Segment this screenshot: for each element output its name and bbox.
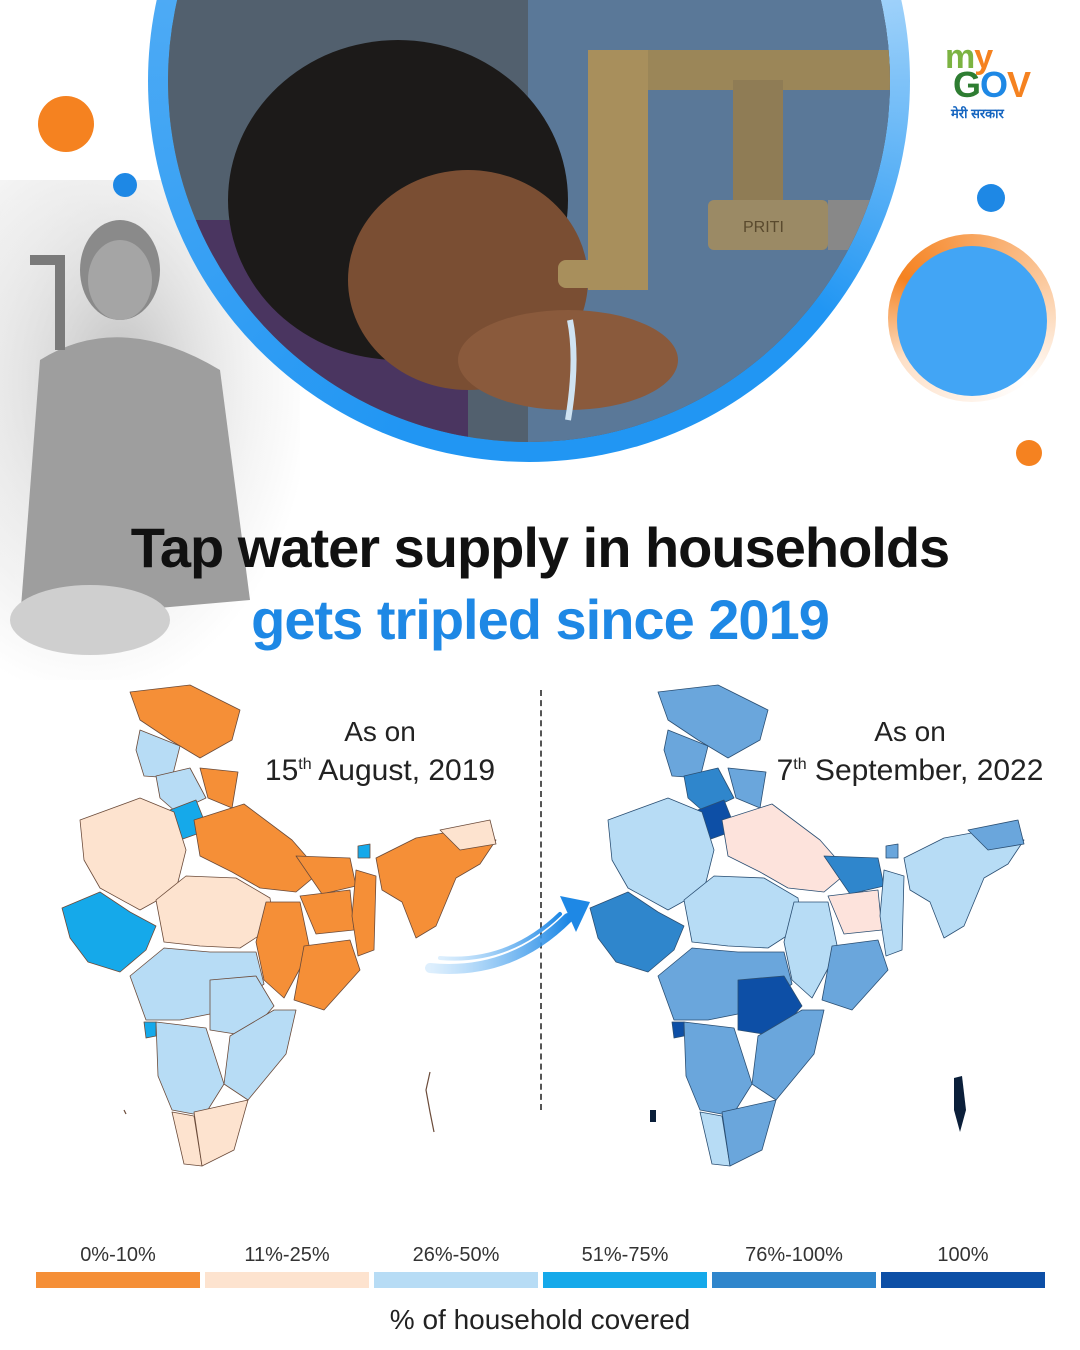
region-tamilnadu-2019 [193,1099,249,1167]
legend-label: 51%-75% [581,1244,669,1266]
islands-lakshadweep-2022 [650,1110,656,1122]
region-karnataka-2019 [155,1021,225,1117]
legend-swatch [205,1272,369,1288]
mygov-logo[interactable]: my GOV मेरी सरकार [945,38,1055,128]
date-suffix-2022: th [793,756,807,773]
legend-swatch [712,1272,876,1288]
decor-dot-orange-small [1016,440,1042,466]
region-odisha-2022 [821,939,889,1011]
date-day-2022: 7 [776,754,794,787]
headline: Tap water supply in households gets trip… [0,516,1080,652]
legend-swatch [881,1272,1045,1288]
legend-item: 11%-25% [205,1242,369,1288]
islands-andaman-2019 [425,1071,435,1133]
region-odisha-2019 [293,939,361,1011]
date-rest-2022: September, 2022 [806,754,1044,787]
region-mp-2019 [155,875,275,949]
legend-swatch [36,1272,200,1288]
decor-dot-orange [38,96,94,152]
headline-line-2: gets tripled since 2019 [251,588,830,651]
date-label-2019: As on 15th August, 2019 [240,716,520,788]
logo-subtitle: मेरी सरकार [951,106,1004,121]
legend-item: 51%-75% [543,1242,707,1288]
region-westbengal-2022 [879,869,905,957]
date-label-2022: As on 7th September, 2022 [760,716,1060,788]
legend-swatch [543,1272,707,1288]
child-drinking-photo: PRITI [168,0,890,442]
region-chhattisgarh-2019 [255,901,311,999]
legend-item: 26%-50% [374,1242,538,1288]
region-uttarakhand-2019 [199,767,239,809]
region-jharkhand-2019 [299,889,355,935]
region-arunachal-2022 [967,819,1025,851]
progress-arrow-icon [425,896,590,974]
region-karnataka-2022 [683,1021,753,1117]
region-arunachal-2019 [439,819,497,851]
region-mp-2022 [683,875,803,949]
legend-label: 100% [937,1244,989,1266]
india-map-2022 [589,684,1025,1167]
islands-lakshadweep-2019 [123,1109,127,1115]
headline-line-1: Tap water supply in households [130,516,950,579]
decor-dot-blue-right [977,184,1005,212]
islands-andaman-2022 [954,1076,966,1132]
decor-dot-blue-small [113,173,137,197]
date-prefix-2022: As on [874,716,946,747]
region-up-2022 [721,803,849,893]
legend-item: 100% [881,1242,1045,1288]
date-rest-2019: August, 2019 [311,754,496,787]
legend-item: 0%-10% [36,1242,200,1288]
legend-label: 76%-100% [745,1244,843,1266]
region-north-2019 [129,684,241,759]
legend-swatch [374,1272,538,1288]
date-day-2019: 15 [264,754,299,787]
legend-item: 76%-100% [712,1242,876,1288]
region-chhattisgarh-2022 [783,901,839,999]
region-goa-2019 [143,1021,157,1039]
date-prefix-2019: As on [344,716,416,747]
region-up-2019 [193,803,321,893]
region-goa-2022 [671,1021,685,1039]
map-divider [540,690,542,1110]
region-tamilnadu-2022 [721,1099,777,1167]
india-map-2019 [61,684,497,1167]
region-north-2022 [657,684,769,759]
legend-title: % of household covered [389,1304,691,1335]
region-gujarat-2019 [61,891,157,973]
color-legend: 0%-10% 11%-25% 26%-50% 51%-75% 76%-100% … [36,1242,1046,1302]
logo-gov-text: GOV [953,64,1031,105]
legend-label: 26%-50% [412,1244,500,1266]
legend-label: 11%-25% [244,1244,330,1266]
region-sikkim-2022 [885,843,899,859]
region-jharkhand-2022 [827,889,883,935]
date-suffix-2019: th [298,756,312,773]
region-westbengal-2019 [351,869,377,957]
logo-my-text: my [945,38,993,76]
legend-label: 0%-10% [80,1244,156,1266]
region-gujarat-2022 [589,891,685,973]
decor-circle-blue-large [897,246,1047,396]
region-sikkim-2019 [357,843,371,859]
tap-brand-text: PRITI [743,219,784,236]
